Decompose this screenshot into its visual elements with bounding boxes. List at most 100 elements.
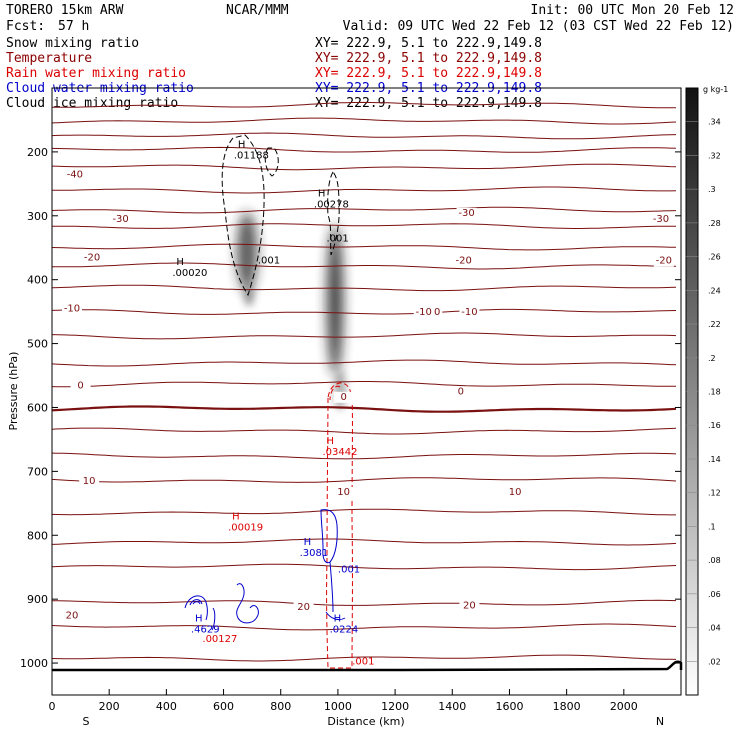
isotherm-label: 0 — [77, 380, 83, 391]
isotherm-line — [52, 186, 677, 194]
x-axis-label: Distance (km) — [327, 715, 404, 728]
isotherm-label: -10 — [416, 307, 432, 318]
field-xy: XY= 222.9, 5.1 to 222.9,149.8 — [315, 96, 542, 111]
isotherm-label: -20 — [84, 253, 100, 264]
plot-frame — [51, 87, 682, 696]
maximum-value: .00020 — [172, 268, 207, 279]
isotherm-line — [51, 206, 677, 214]
isotherm-line — [51, 132, 677, 140]
field-xy: XY= 222.9, 5.1 to 222.9,149.8 — [315, 66, 542, 81]
isotherm-line — [51, 308, 677, 315]
contour-value-label: .001 — [326, 233, 348, 244]
snow-contour-central — [327, 171, 340, 256]
isotherm-line — [51, 427, 677, 435]
label-bg — [82, 252, 103, 264]
isotherm-label: 20 — [463, 601, 476, 612]
maximum-marker: H — [318, 189, 326, 200]
isotherm-label: 10 — [83, 476, 96, 487]
cloudwater-contour-lower — [325, 611, 346, 621]
maximum-value: .00019 — [228, 522, 263, 533]
snow-contours — [221, 134, 340, 297]
y-tick-label: 600 — [27, 401, 48, 414]
field-name: Temperature — [6, 51, 92, 66]
colorbar-level-label: .02 — [708, 657, 721, 666]
colorbar-level-label: .32 — [708, 151, 721, 160]
fcst-label: Fcst: — [6, 19, 45, 34]
label-bg — [453, 255, 474, 267]
snow-plume-west-tail — [244, 286, 254, 306]
isotherm-line — [51, 452, 677, 460]
label-bg — [70, 380, 91, 392]
snow-plume-west — [237, 212, 257, 292]
maximum-marker: H — [238, 139, 246, 150]
maximum-value: .4629 — [191, 625, 220, 636]
isotherm-label: -10 — [461, 307, 477, 318]
init-time: Init: 00 UTC Mon 20 Feb 12 — [531, 3, 735, 18]
isotherm-line — [51, 359, 677, 367]
rain-contours — [326, 382, 353, 669]
cloudwater-contour-west-2 — [189, 599, 203, 606]
label-bg — [333, 391, 354, 403]
y-tick-label: 200 — [27, 146, 48, 159]
valid-time: Valid: 09 UTC Wed 22 Feb 12 (03 CST Wed … — [343, 19, 734, 34]
maximum-marker: H — [334, 614, 342, 625]
maximum-marker: H — [304, 537, 312, 548]
colorbar-level-label: .1 — [708, 522, 716, 531]
colorbar-level-label: .26 — [708, 253, 721, 262]
isotherm-label: -40 — [67, 169, 83, 180]
isotherm-line — [51, 163, 677, 171]
isotherm-line — [51, 477, 677, 483]
contour-value-label: .001 — [338, 564, 360, 575]
colorbar-level-label: .28 — [708, 219, 721, 228]
isotherm-line — [51, 538, 677, 546]
x-tick-label: 600 — [213, 700, 234, 713]
isotherm-label: 0 — [340, 392, 346, 403]
isotherm-line — [51, 623, 677, 631]
colorbar-level-label: .24 — [708, 286, 721, 295]
cloudwater-contour-west-3 — [192, 601, 201, 605]
label-bg — [413, 306, 434, 318]
isotherm-line — [51, 508, 676, 516]
isotherm-line — [51, 332, 677, 340]
label-bg — [110, 214, 131, 226]
x-tick-label: 800 — [270, 700, 291, 713]
isotherm-label: 10 — [337, 487, 350, 498]
isotherm-label: -30 — [653, 214, 669, 225]
isotherm-label: 10 — [509, 487, 522, 498]
y-tick-label: 500 — [27, 338, 48, 351]
y-tick-label: 800 — [27, 529, 48, 542]
maximum-marker: H — [232, 511, 240, 522]
y-tick-label: 1000 — [20, 657, 48, 670]
label-bg — [79, 476, 100, 488]
isotherm-label: 0 — [458, 387, 464, 398]
isotherm-line — [51, 243, 677, 251]
label-bg — [293, 602, 314, 614]
snow-contour-west-small — [264, 147, 279, 177]
label-bg — [653, 255, 674, 267]
label-bg — [450, 386, 471, 398]
maximum-value: .01188 — [234, 150, 269, 161]
contour-value-label: .001 — [352, 656, 374, 667]
label-bg — [459, 600, 480, 612]
isotherm-line — [51, 262, 677, 270]
label-bg — [505, 487, 526, 499]
y-tick-label: 400 — [27, 274, 48, 287]
label-bg — [459, 306, 480, 318]
colorbar-level-label: .3 — [708, 185, 716, 194]
field-name: Cloud ice mixing ratio — [6, 96, 178, 111]
colorbar-level-label: .04 — [708, 624, 721, 633]
isotherm-line — [51, 563, 677, 571]
model-title: TORERO 15km ARW — [6, 3, 124, 18]
field-xy: XY= 222.9, 5.1 to 222.9,149.8 — [315, 51, 542, 66]
isotherms — [51, 101, 677, 662]
maximum-marker: H — [326, 436, 334, 447]
cloudwater-contour-stem — [329, 561, 334, 613]
x-right-endpoint: N — [656, 715, 664, 728]
isotherm-label: -30 — [112, 214, 128, 225]
isotherm-line — [51, 654, 677, 662]
maximum-value: .3081 — [300, 548, 329, 559]
colorbar-level-label: .12 — [708, 489, 721, 498]
cloudwater-contour-west-5 — [211, 607, 216, 631]
isotherm-label: -10 — [64, 304, 80, 315]
